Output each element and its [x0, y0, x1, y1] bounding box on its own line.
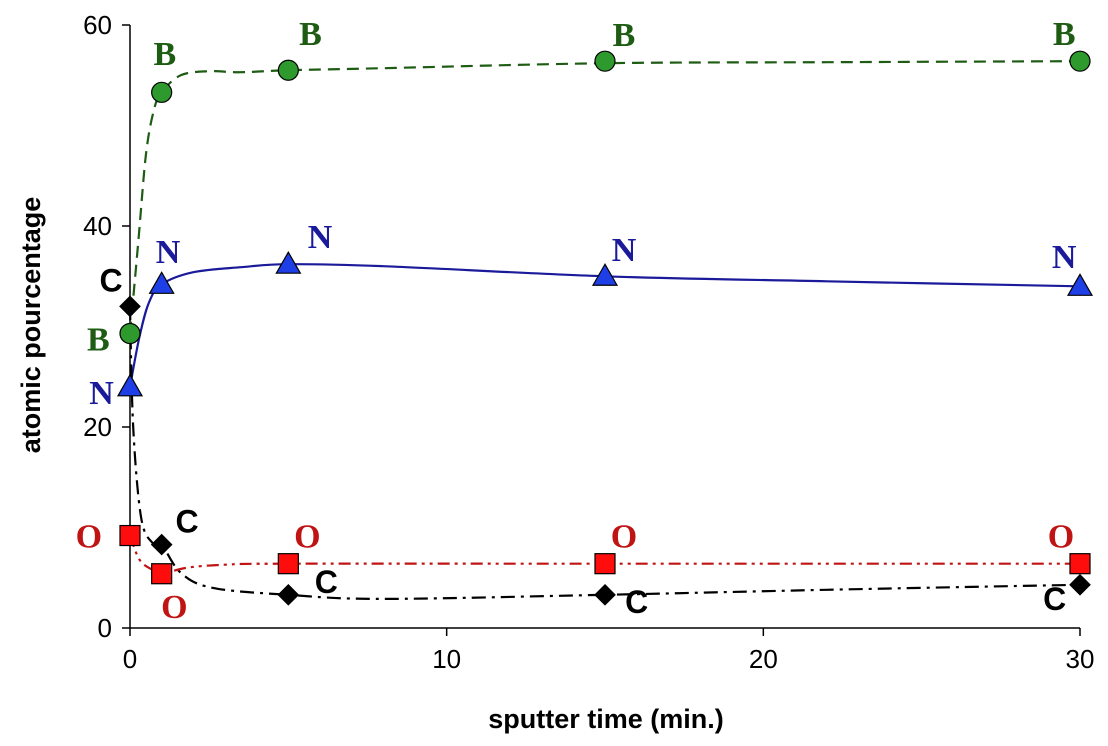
- y-tick-label: 40: [83, 211, 112, 241]
- data-point-n: [1066, 273, 1094, 296]
- x-tick-label: 0: [123, 644, 137, 674]
- data-point-c: [594, 583, 616, 606]
- data-point-n: [591, 263, 619, 286]
- data-label-c: C: [175, 504, 198, 540]
- data-point-o: [594, 553, 616, 575]
- data-label-n: N: [156, 234, 181, 271]
- data-point-n: [148, 271, 175, 294]
- series-line-o: [128, 535, 1080, 575]
- data-point-o: [151, 563, 173, 585]
- data-label-b: B: [1053, 16, 1076, 53]
- data-point-b: [277, 59, 299, 81]
- data-point-o: [277, 553, 299, 575]
- data-point-c: [150, 533, 173, 556]
- data-point-o: [119, 524, 141, 547]
- x-axis-title: sputter time (min.): [488, 704, 724, 734]
- data-label-o: O: [611, 519, 637, 556]
- data-label-o: O: [76, 519, 102, 556]
- data-point-b: [151, 81, 173, 103]
- x-tick-label: 10: [432, 644, 461, 674]
- axes: 0 20 40 60 0 10 20 30: [83, 10, 1094, 674]
- y-tick-label: 0: [98, 613, 112, 643]
- data-point-b: [119, 322, 141, 345]
- data-label-n: N: [1052, 239, 1077, 276]
- data-label-b: B: [299, 16, 322, 53]
- data-point-b: [594, 50, 616, 72]
- data-point-b: [1069, 50, 1091, 72]
- data-label-o: O: [161, 589, 187, 626]
- series-curves: [128, 60, 1081, 601]
- data-point-c: [119, 295, 141, 318]
- y-axis-title: atomic pourcentage: [16, 197, 46, 454]
- x-tick-label: 30: [1066, 644, 1095, 674]
- data-point-n: [116, 373, 144, 397]
- data-label-c: C: [315, 564, 338, 600]
- data-label-o: O: [1048, 519, 1074, 556]
- data-point-o: [1069, 553, 1091, 575]
- data-label-o: O: [294, 519, 320, 556]
- data-label-c: C: [99, 262, 122, 298]
- data-point-c: [1069, 573, 1091, 596]
- x-tick-label: 20: [749, 644, 778, 674]
- data-label-c: C: [1043, 581, 1066, 617]
- data-label-c: C: [625, 584, 648, 620]
- series-markers: [116, 50, 1094, 606]
- series-line-c: [128, 306, 1081, 601]
- data-label-n: N: [89, 375, 114, 412]
- data-label-b: B: [613, 17, 636, 54]
- data-label-b: B: [87, 322, 110, 359]
- data-point-c: [277, 583, 300, 606]
- y-tick-label: 60: [83, 10, 112, 40]
- data-label-n: N: [612, 232, 637, 269]
- data-label-b: B: [153, 36, 176, 73]
- series-line-b: [128, 60, 1081, 334]
- data-point-n: [275, 250, 302, 274]
- y-tick-label: 20: [83, 412, 112, 442]
- data-label-n: N: [308, 219, 333, 256]
